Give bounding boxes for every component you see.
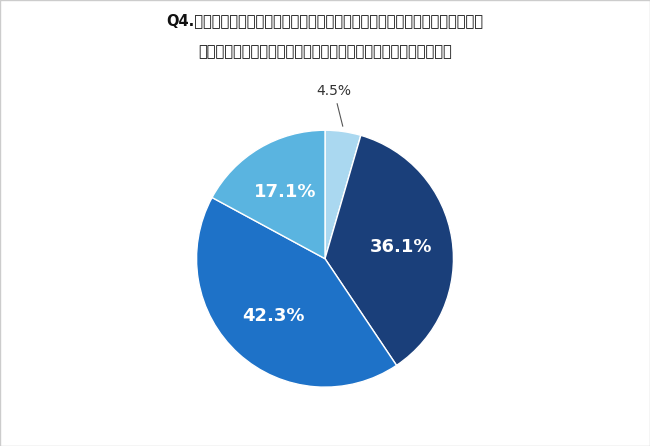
Text: 42.3%: 42.3% — [242, 307, 304, 325]
Wedge shape — [212, 130, 325, 259]
Text: 36.1%: 36.1% — [370, 238, 432, 256]
Text: 4.5%: 4.5% — [317, 84, 352, 126]
Wedge shape — [325, 135, 454, 365]
Text: 新居への搬入方法などで、悩んだ（困った）経験はありますか？: 新居への搬入方法などで、悩んだ（困った）経験はありますか？ — [198, 45, 452, 60]
Wedge shape — [325, 130, 361, 259]
Text: 17.1%: 17.1% — [254, 183, 317, 202]
Text: Q4.新居への引っ越しに伴う「家電選び」をした際に、家電のサイズや機能、: Q4.新居への引っ越しに伴う「家電選び」をした際に、家電のサイズや機能、 — [166, 13, 484, 29]
Wedge shape — [196, 198, 396, 387]
